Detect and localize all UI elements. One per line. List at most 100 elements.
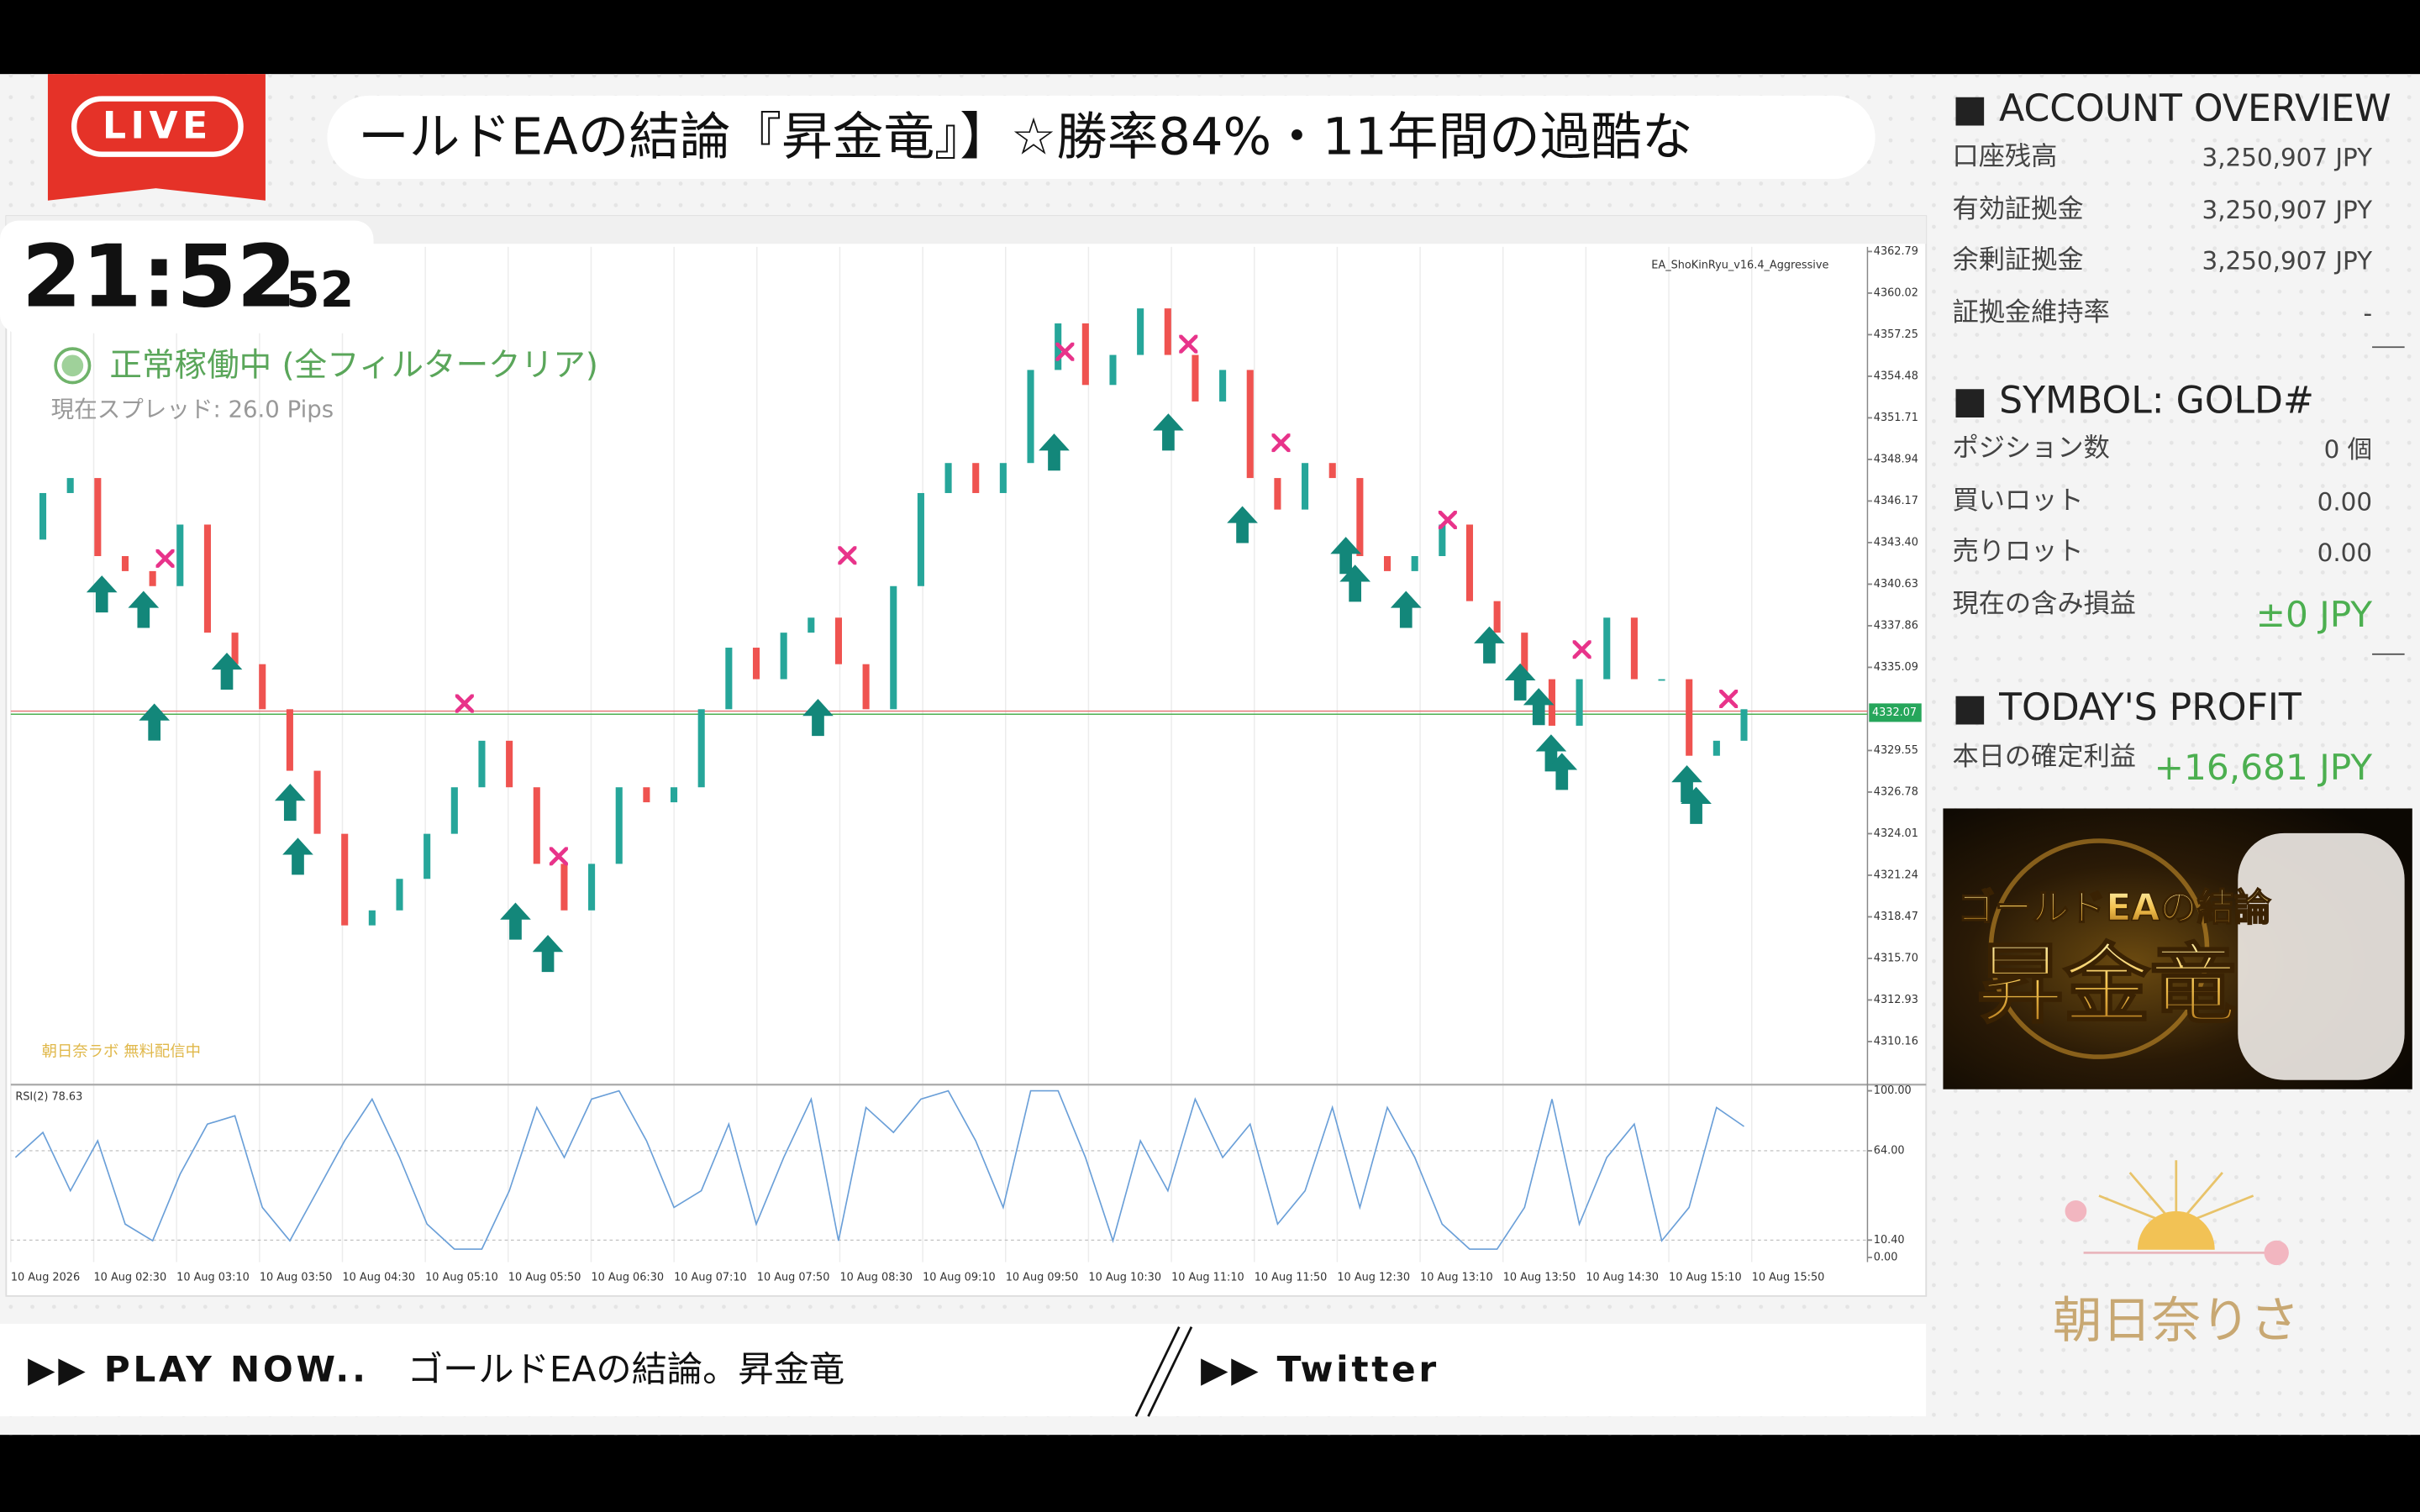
candle (862, 664, 870, 710)
logo-text: 朝日奈りさ (2053, 1291, 2300, 1349)
y-tick-label: 0.00 (1874, 1251, 1898, 1263)
candle (121, 556, 129, 571)
candle (780, 633, 787, 680)
candle (1137, 308, 1144, 355)
x-tick-label: 10 Aug 03:10 (176, 1271, 250, 1284)
candle (697, 709, 705, 788)
candle (972, 463, 980, 493)
candle (588, 864, 596, 911)
y-tick-label: 4329.55 (1874, 744, 1918, 757)
candle (1219, 370, 1227, 402)
spread-text: 現在スプレッド: 26.0 Pips (51, 396, 334, 423)
candle (533, 787, 540, 864)
candle (917, 492, 924, 586)
y-tick-label: 4343.40 (1874, 536, 1918, 549)
candle (478, 740, 486, 788)
candle (203, 524, 211, 633)
candle (1465, 524, 1474, 601)
panel-heading: ■ ACCOUNT OVERVIEW (1952, 87, 2391, 130)
y-tick-label: 64.00 (1874, 1144, 1905, 1157)
chart-window (5, 215, 1928, 1297)
y-tick-label: 4335.09 (1874, 661, 1918, 674)
x-tick-label: 10 Aug 11:10 (1171, 1271, 1244, 1284)
candle (671, 787, 678, 803)
candle (176, 524, 184, 586)
y-tick-label: 4351.71 (1874, 412, 1918, 424)
candle (1302, 463, 1309, 510)
x-tick-label: 10 Aug 10:30 (1088, 1271, 1161, 1284)
live-pill (71, 96, 244, 157)
promo-ring (1988, 838, 2210, 1059)
x-tick-label: 10 Aug 07:50 (757, 1271, 830, 1284)
candle (1686, 679, 1693, 756)
promo-line1: ゴールドEAの結論 (1958, 887, 2271, 930)
x-tick-label: 10 Aug 13:10 (1420, 1271, 1493, 1284)
x-tick-label: 10 Aug 03:50 (260, 1271, 333, 1284)
candle (368, 910, 376, 926)
footer-play: ▶▶ PLAY NOW.. (28, 1348, 369, 1389)
candle (341, 833, 349, 926)
candle (834, 617, 843, 664)
candle (1740, 709, 1748, 741)
row-label: 現在の含み損益 (1952, 589, 2136, 619)
candle (1439, 524, 1446, 557)
row-value: 0.00 (2317, 487, 2372, 516)
candle (752, 648, 760, 680)
candle (725, 648, 733, 710)
x-tick-label: 10 Aug 15:10 (1669, 1271, 1742, 1284)
clock-box (0, 220, 374, 333)
x-tick-label: 10 Aug 14:30 (1586, 1271, 1659, 1284)
y-tick-label: 4340.63 (1874, 578, 1918, 591)
candle (1027, 370, 1034, 464)
candle (1658, 679, 1665, 681)
candle (1246, 370, 1254, 479)
y-tick-label: 4337.86 (1874, 619, 1918, 632)
candle (615, 787, 623, 864)
watermark: 朝日奈ラボ 無料配信中 (42, 1043, 201, 1061)
status-text: 正常稼働中 (全フィルタークリア) (109, 347, 597, 385)
y-tick-label: 4310.16 (1874, 1035, 1918, 1047)
x-tick-label: 10 Aug 02:30 (94, 1271, 167, 1284)
x-tick-label: 10 Aug 11:50 (1255, 1271, 1328, 1284)
indicator-name: EA_ShoKinRyu_v16.4_Aggressive (1651, 259, 1828, 271)
y-tick-label: 4312.93 (1874, 994, 1918, 1006)
row-value: 3,250,907 JPY (2202, 196, 2373, 224)
y-tick-label: 4357.25 (1874, 328, 1918, 341)
ticker-text: ールドEAの結論『昇金竜』】☆勝率84%・11年間の過酷な (358, 108, 1692, 167)
panel-heading: ■ SYMBOL: GOLD# (1952, 379, 2313, 422)
x-tick-label: 10 Aug 15:50 (1752, 1271, 1825, 1284)
row-value: 0.00 (2317, 538, 2372, 567)
profit-value: +16,681 JPY (2154, 747, 2373, 788)
row-value: 0 個 (2324, 435, 2372, 464)
logo-art (2065, 1160, 2289, 1266)
candle (231, 633, 239, 664)
y-tick-label: 4318.47 (1874, 911, 1918, 923)
footer-twitter[interactable]: ▶▶ Twitter (1201, 1348, 1439, 1389)
candle (1328, 463, 1336, 479)
x-tick-label: 10 Aug 09:10 (923, 1271, 996, 1284)
candle (643, 787, 650, 803)
row-value: 3,250,907 JPY (2202, 144, 2373, 172)
candle (1630, 617, 1638, 680)
candle (808, 617, 815, 633)
y-tick-label: 4321.24 (1874, 869, 1918, 881)
y-tick-label: 4360.02 (1874, 286, 1918, 299)
candle (1274, 478, 1281, 510)
y-tick-label: 100.00 (1874, 1084, 1912, 1097)
candle (1548, 679, 1555, 726)
live-text: LIVE (103, 104, 213, 147)
candle (1192, 354, 1199, 402)
x-tick-label: 10 Aug 05:10 (425, 1271, 498, 1284)
chart: 10 Aug 2026 10 Aug 02:30 10 Aug 03:10 10 Au… (10, 245, 1927, 1284)
candle (1109, 354, 1117, 386)
candle (66, 478, 74, 493)
row-label: 有効証拠金 (1952, 194, 2083, 224)
x-tick-label: 10 Aug 2026 (11, 1271, 80, 1284)
row-label: ポジション数 (1952, 433, 2109, 463)
candle (1576, 679, 1583, 726)
status-icon (54, 347, 92, 385)
candle (890, 585, 897, 710)
pnl-value: ±0 JPY (2256, 594, 2373, 635)
y-tick-label: 4326.78 (1874, 785, 1918, 798)
y-tick-label: 4324.01 (1874, 827, 1918, 840)
